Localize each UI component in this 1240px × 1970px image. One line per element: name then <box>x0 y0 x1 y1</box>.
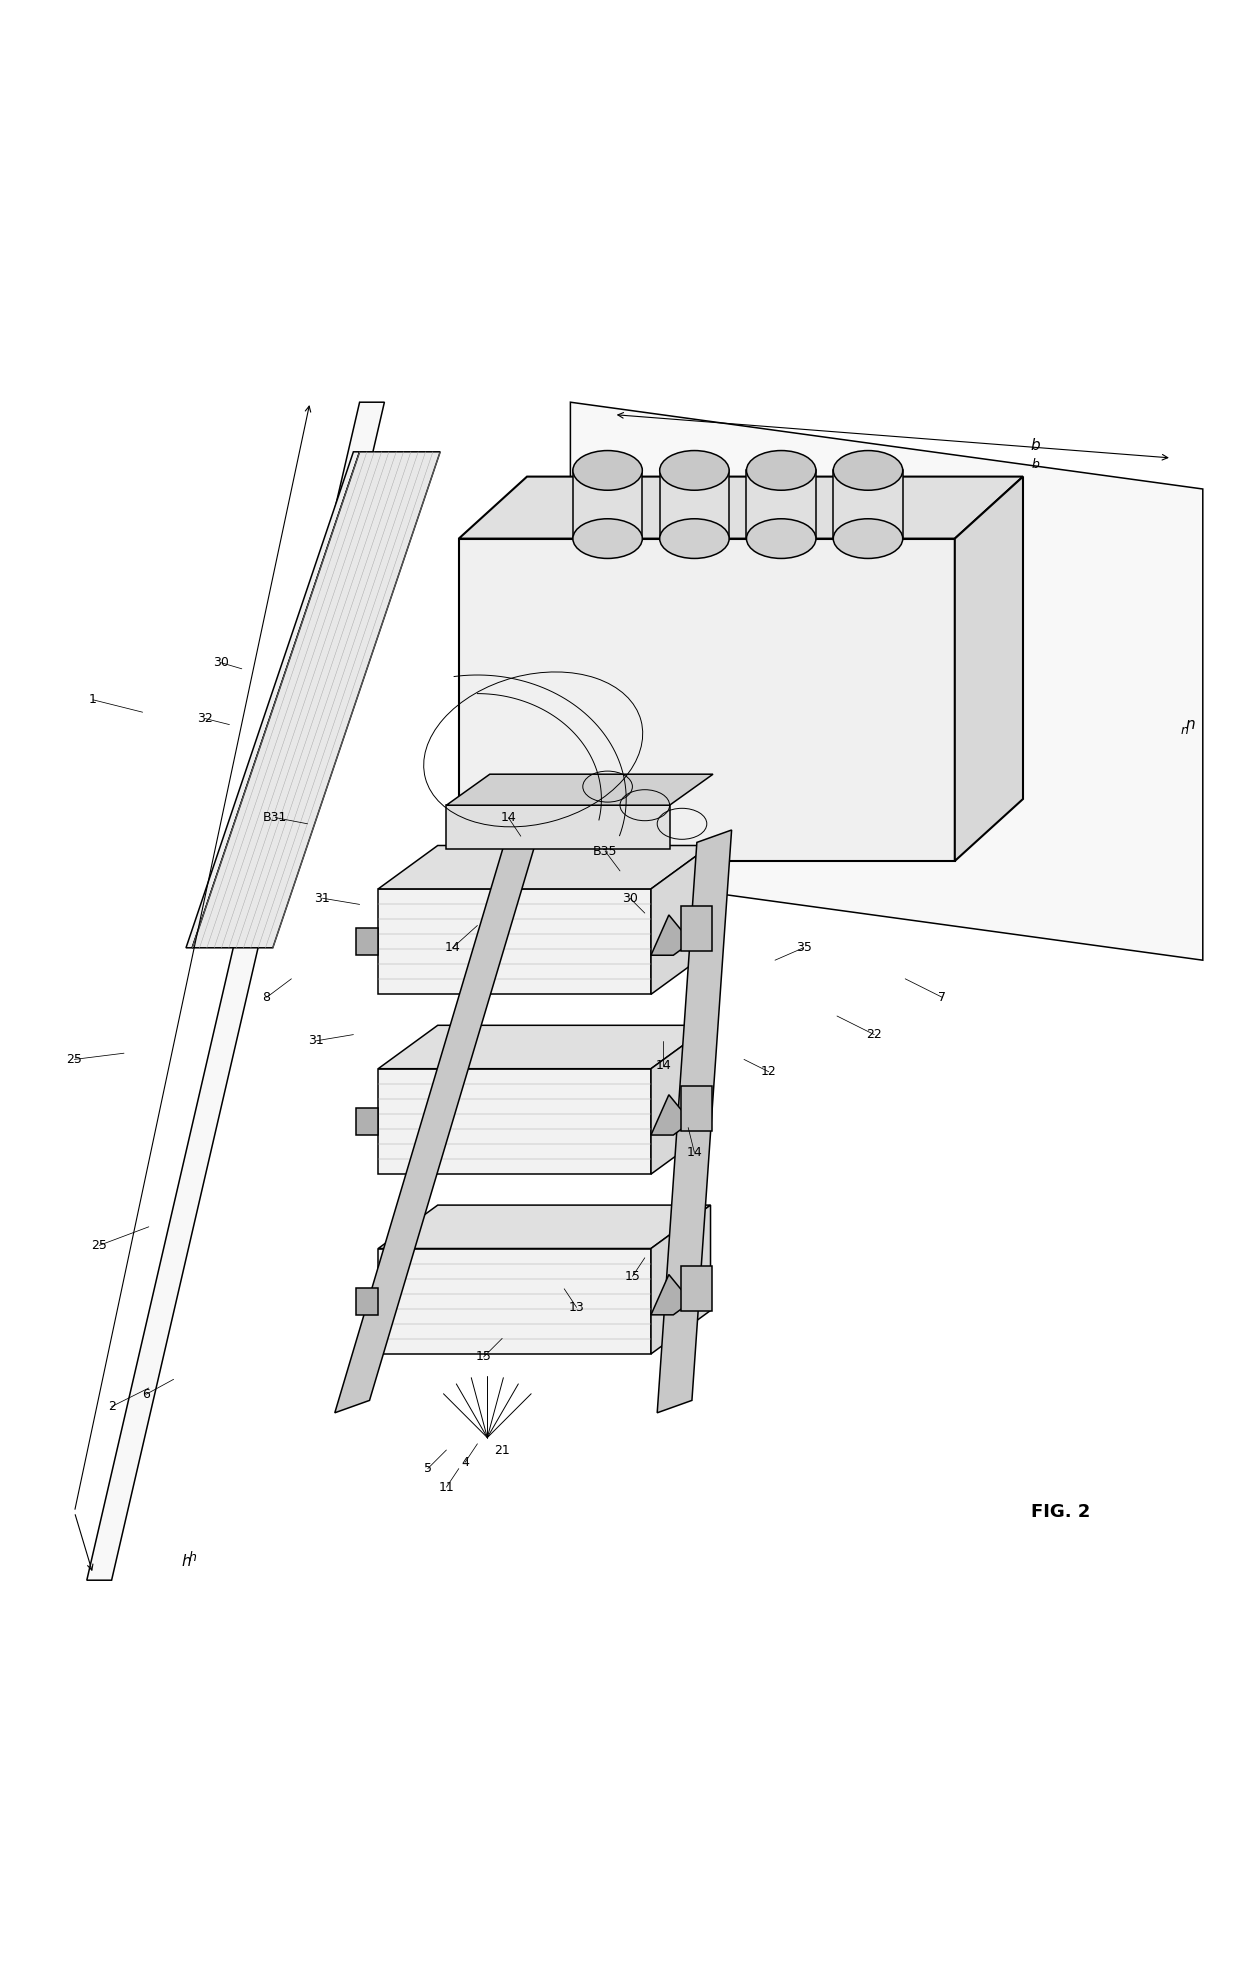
Polygon shape <box>378 1206 711 1249</box>
Polygon shape <box>356 1288 378 1314</box>
Ellipse shape <box>573 518 642 558</box>
Polygon shape <box>356 928 378 955</box>
Text: n: n <box>1185 717 1195 733</box>
Polygon shape <box>446 806 670 849</box>
Text: 2: 2 <box>108 1401 115 1412</box>
Polygon shape <box>356 1107 378 1135</box>
Bar <box>573 471 642 538</box>
Polygon shape <box>459 477 1023 538</box>
Bar <box>660 471 729 538</box>
Text: 11: 11 <box>439 1481 454 1493</box>
Polygon shape <box>651 845 711 995</box>
Text: n: n <box>1180 725 1188 737</box>
Text: 15: 15 <box>625 1271 640 1282</box>
Polygon shape <box>87 402 384 1580</box>
Polygon shape <box>657 829 732 1412</box>
Ellipse shape <box>833 451 903 491</box>
Text: 4: 4 <box>461 1456 469 1470</box>
Ellipse shape <box>660 518 729 558</box>
Text: 6: 6 <box>143 1387 150 1401</box>
Polygon shape <box>446 774 713 806</box>
Text: b: b <box>1032 457 1039 471</box>
Ellipse shape <box>660 451 729 491</box>
Polygon shape <box>570 402 1203 959</box>
Polygon shape <box>955 477 1023 861</box>
Text: 14: 14 <box>445 942 460 953</box>
Polygon shape <box>651 1275 691 1314</box>
Polygon shape <box>651 1206 711 1353</box>
Ellipse shape <box>573 451 642 491</box>
Polygon shape <box>378 1249 651 1353</box>
Text: 7: 7 <box>939 991 946 1005</box>
Polygon shape <box>651 1024 711 1174</box>
Polygon shape <box>681 906 712 952</box>
Text: 32: 32 <box>197 711 212 725</box>
Text: 30: 30 <box>213 656 228 670</box>
Text: 1: 1 <box>89 693 97 707</box>
Polygon shape <box>186 451 360 948</box>
Text: b: b <box>1030 437 1040 453</box>
Text: 25: 25 <box>67 1052 82 1066</box>
Text: 30: 30 <box>622 892 637 904</box>
Polygon shape <box>192 451 440 948</box>
Polygon shape <box>459 538 955 861</box>
Polygon shape <box>378 845 711 888</box>
Ellipse shape <box>833 518 903 558</box>
Bar <box>746 471 816 538</box>
Text: 5: 5 <box>424 1462 432 1476</box>
Polygon shape <box>651 1095 691 1135</box>
Text: h: h <box>188 1552 196 1564</box>
Ellipse shape <box>746 518 816 558</box>
Text: B31: B31 <box>263 812 288 823</box>
Polygon shape <box>378 888 651 995</box>
Ellipse shape <box>746 451 816 491</box>
Polygon shape <box>378 1068 651 1174</box>
Polygon shape <box>681 1085 712 1131</box>
Text: 21: 21 <box>495 1444 510 1456</box>
Text: 8: 8 <box>263 991 270 1005</box>
Polygon shape <box>651 914 691 955</box>
Text: 14: 14 <box>656 1060 671 1072</box>
Text: B35: B35 <box>593 845 618 857</box>
Text: 13: 13 <box>569 1300 584 1314</box>
Text: 31: 31 <box>315 892 330 904</box>
Text: FIG. 2: FIG. 2 <box>1030 1503 1090 1521</box>
Text: 31: 31 <box>309 1034 324 1048</box>
Text: 35: 35 <box>796 942 811 953</box>
Text: 25: 25 <box>92 1239 107 1251</box>
Polygon shape <box>378 1024 711 1068</box>
Text: 15: 15 <box>476 1351 491 1363</box>
Bar <box>833 471 903 538</box>
Text: 12: 12 <box>761 1066 776 1078</box>
Text: 14: 14 <box>687 1147 702 1158</box>
Text: 22: 22 <box>867 1028 882 1040</box>
Polygon shape <box>681 1267 712 1310</box>
Text: h: h <box>181 1554 191 1568</box>
Text: 14: 14 <box>501 812 516 823</box>
Polygon shape <box>335 829 539 1412</box>
